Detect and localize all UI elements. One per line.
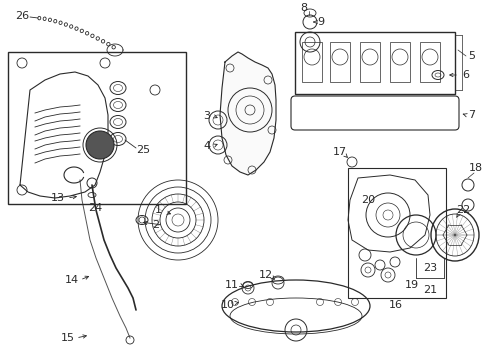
Bar	[389, 42, 409, 82]
Bar	[302, 42, 321, 82]
Bar	[359, 42, 379, 82]
Text: 1: 1	[154, 205, 161, 215]
Text: 7: 7	[468, 110, 475, 120]
Text: 8: 8	[300, 3, 307, 13]
Text: 20: 20	[360, 195, 374, 205]
Bar	[329, 42, 349, 82]
Text: 19: 19	[404, 280, 418, 290]
Text: 15: 15	[61, 333, 75, 343]
Text: 17: 17	[332, 147, 346, 157]
Text: 9: 9	[317, 17, 324, 27]
Text: 24: 24	[88, 203, 102, 213]
Text: 4: 4	[203, 141, 210, 151]
Text: 14: 14	[65, 275, 79, 285]
Text: 16: 16	[388, 300, 402, 310]
Text: 3: 3	[203, 111, 210, 121]
Text: 26: 26	[15, 11, 29, 21]
Text: 11: 11	[224, 280, 239, 290]
Bar	[8, 52, 185, 204]
Text: 21: 21	[422, 285, 436, 295]
Polygon shape	[220, 52, 275, 175]
Text: 6: 6	[462, 70, 468, 80]
Text: 2: 2	[152, 220, 159, 230]
Bar	[294, 32, 454, 94]
Text: 13: 13	[51, 193, 65, 203]
Text: 5: 5	[468, 51, 474, 61]
Text: 10: 10	[221, 300, 235, 310]
Bar	[419, 42, 439, 82]
Text: 22: 22	[455, 205, 469, 215]
Text: 18: 18	[468, 163, 482, 173]
Bar	[347, 168, 445, 298]
Text: 23: 23	[422, 263, 436, 273]
Circle shape	[86, 131, 114, 159]
Text: 12: 12	[259, 270, 272, 280]
Text: 25: 25	[136, 145, 150, 155]
